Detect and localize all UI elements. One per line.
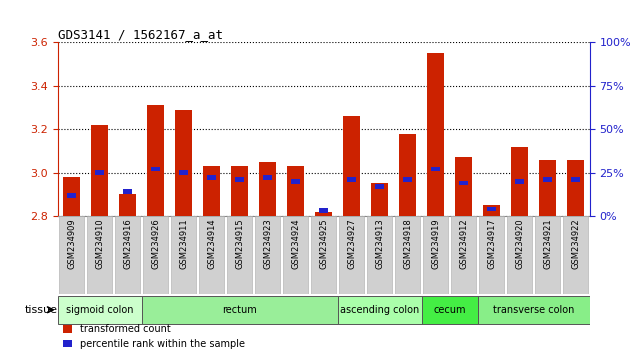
Bar [431,167,440,171]
Bar [263,175,272,180]
Text: GSM234919: GSM234919 [431,218,440,269]
Text: GSM234924: GSM234924 [291,218,300,269]
Text: GSM234915: GSM234915 [235,218,244,269]
Bar [543,177,553,182]
Bar [483,205,500,216]
FancyBboxPatch shape [311,216,337,294]
Bar [291,179,301,184]
FancyBboxPatch shape [507,216,532,294]
FancyBboxPatch shape [451,216,476,294]
Bar [399,133,416,216]
FancyBboxPatch shape [142,296,338,324]
Bar [428,53,444,216]
FancyBboxPatch shape [367,216,392,294]
FancyBboxPatch shape [479,216,504,294]
Bar [175,110,192,216]
Bar [315,212,332,216]
Bar [344,116,360,216]
Bar [95,170,104,175]
Bar [459,181,469,185]
Bar [119,194,136,216]
Text: GDS3141 / 1562167_a_at: GDS3141 / 1562167_a_at [58,28,222,41]
Bar [515,179,524,184]
FancyBboxPatch shape [423,216,448,294]
FancyBboxPatch shape [338,296,422,324]
Bar [512,147,528,216]
Bar [151,167,160,171]
Bar [91,125,108,216]
Text: GSM234926: GSM234926 [151,218,160,269]
FancyBboxPatch shape [199,216,224,294]
Bar [371,183,388,216]
Text: GSM234913: GSM234913 [375,218,384,269]
Text: GSM234914: GSM234914 [207,218,216,269]
Text: GSM234911: GSM234911 [179,218,188,269]
FancyBboxPatch shape [283,216,308,294]
Text: sigmoid colon: sigmoid colon [66,305,133,315]
Text: GSM234917: GSM234917 [487,218,496,269]
Text: GSM234910: GSM234910 [96,218,104,269]
Bar [375,184,385,189]
Bar [203,166,220,216]
FancyBboxPatch shape [171,216,196,294]
Text: cecum: cecum [433,305,466,315]
Text: tissue: tissue [25,305,58,315]
FancyBboxPatch shape [339,216,364,294]
Text: ascending colon: ascending colon [340,305,419,315]
Bar [179,170,188,175]
Text: GSM234925: GSM234925 [319,218,328,269]
Legend: transformed count, percentile rank within the sample: transformed count, percentile rank withi… [63,324,245,349]
FancyBboxPatch shape [563,216,588,294]
Text: GSM234927: GSM234927 [347,218,356,269]
Text: rectum: rectum [222,305,257,315]
Bar [231,166,248,216]
Bar [123,189,132,194]
Text: GSM234923: GSM234923 [263,218,272,269]
Bar [63,177,80,216]
FancyBboxPatch shape [227,216,253,294]
FancyBboxPatch shape [535,216,560,294]
Text: GSM234921: GSM234921 [543,218,552,269]
Bar [403,177,412,182]
Bar [487,207,496,211]
Bar [319,209,328,213]
Bar [67,193,76,198]
Bar [567,160,584,216]
FancyBboxPatch shape [422,296,478,324]
Text: GSM234918: GSM234918 [403,218,412,269]
Bar [207,175,216,180]
Text: transverse colon: transverse colon [493,305,574,315]
Text: GSM234922: GSM234922 [571,218,580,269]
FancyBboxPatch shape [255,216,280,294]
Text: GSM234909: GSM234909 [67,218,76,269]
Bar [235,177,244,182]
Bar [147,105,164,216]
FancyBboxPatch shape [395,216,420,294]
Bar [260,162,276,216]
Text: GSM234920: GSM234920 [515,218,524,269]
Bar [287,166,304,216]
Bar [571,177,580,182]
Text: GSM234912: GSM234912 [459,218,468,269]
FancyBboxPatch shape [59,216,85,294]
Text: GSM234916: GSM234916 [123,218,132,269]
FancyBboxPatch shape [115,216,140,294]
Bar [455,158,472,216]
FancyBboxPatch shape [87,216,112,294]
FancyBboxPatch shape [58,296,142,324]
FancyBboxPatch shape [143,216,169,294]
FancyBboxPatch shape [478,296,590,324]
Bar [539,160,556,216]
Bar [347,177,356,182]
